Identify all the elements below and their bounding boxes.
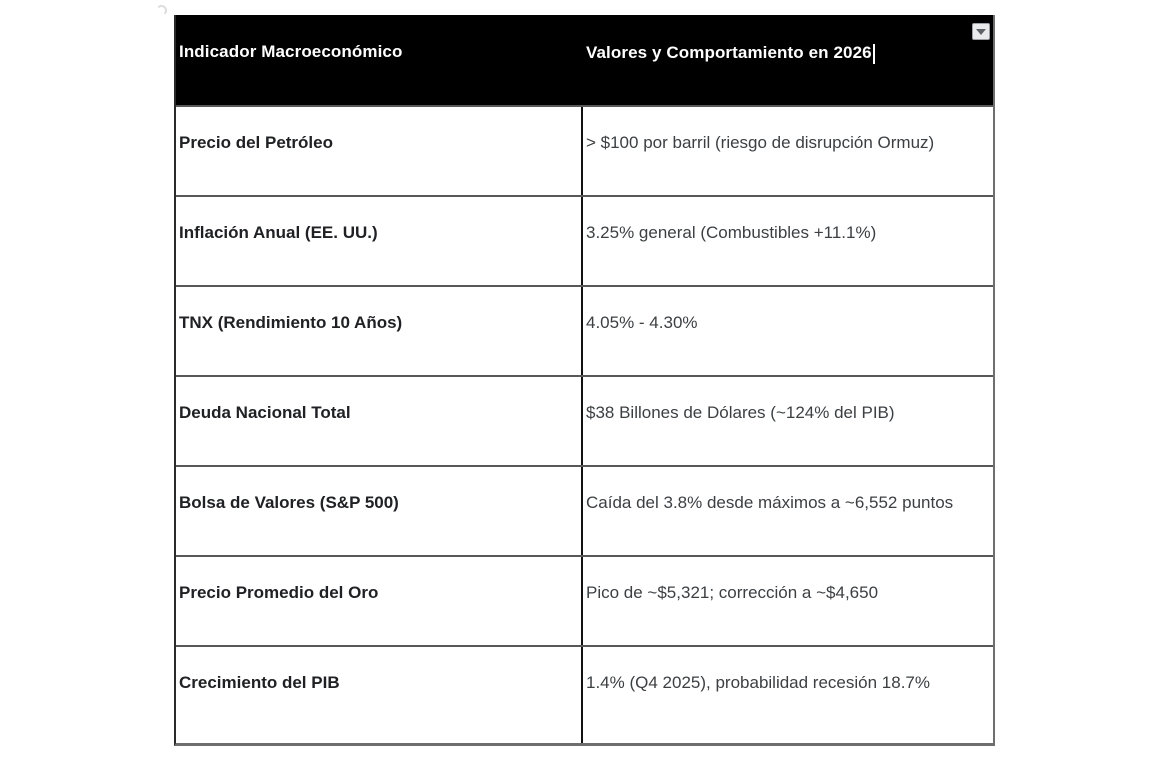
value-text: $38 Billones de Dólares (~124% del PIB): [586, 403, 895, 422]
table-header-row: Indicador Macroeconómico Valores y Compo…: [176, 15, 993, 105]
cell-indicator[interactable]: Precio del Petróleo: [176, 107, 583, 195]
indicator-text: Inflación Anual (EE. UU.): [179, 223, 378, 242]
cell-value[interactable]: 4.05% - 4.30%: [583, 287, 993, 375]
macro-indicators-table: Indicador Macroeconómico Valores y Compo…: [174, 15, 995, 746]
text-caret: [872, 44, 875, 64]
cell-value[interactable]: Pico de ~$5,321; corrección a ~$4,650: [583, 557, 993, 645]
indicator-text: Precio del Petróleo: [179, 133, 333, 152]
cell-value[interactable]: Caída del 3.8% desde máximos a ~6,552 pu…: [583, 467, 993, 555]
value-text: 4.05% - 4.30%: [586, 313, 698, 332]
table-row: Deuda Nacional Total $38 Billones de Dól…: [176, 375, 993, 465]
header-cell-indicator[interactable]: Indicador Macroeconómico: [176, 15, 583, 105]
value-text: 1.4% (Q4 2025), probabilidad recesión 18…: [586, 673, 930, 692]
table-row: Bolsa de Valores (S&P 500) Caída del 3.8…: [176, 465, 993, 555]
cell-value[interactable]: 3.25% general (Combustibles +11.1%): [583, 197, 993, 285]
indicator-text: Deuda Nacional Total: [179, 403, 351, 422]
cell-indicator[interactable]: Crecimiento del PIB: [176, 647, 583, 743]
value-text: Caída del 3.8% desde máximos a ~6,552 pu…: [586, 493, 954, 512]
cell-indicator[interactable]: TNX (Rendimiento 10 Años): [176, 287, 583, 375]
cell-value[interactable]: $38 Billones de Dólares (~124% del PIB): [583, 377, 993, 465]
table-dropdown-button[interactable]: [972, 23, 990, 40]
chevron-down-icon: [976, 28, 986, 35]
cell-indicator[interactable]: Bolsa de Valores (S&P 500): [176, 467, 583, 555]
indicator-text: Bolsa de Valores (S&P 500): [179, 493, 399, 512]
value-text: > $100 por barril (riesgo de disrupción …: [586, 133, 935, 152]
indicator-text: TNX (Rendimiento 10 Años): [179, 313, 403, 332]
header-label: Indicador Macroeconómico: [179, 42, 403, 61]
table-row: TNX (Rendimiento 10 Años) 4.05% - 4.30%: [176, 285, 993, 375]
header-label: Valores y Comportamiento en 2026: [586, 43, 872, 62]
cell-indicator[interactable]: Deuda Nacional Total: [176, 377, 583, 465]
indicator-text: Precio Promedio del Oro: [179, 583, 379, 602]
table-row: Inflación Anual (EE. UU.) 3.25% general …: [176, 195, 993, 285]
cell-indicator[interactable]: Precio Promedio del Oro: [176, 557, 583, 645]
value-text: 3.25% general (Combustibles +11.1%): [586, 223, 877, 242]
cursor-artifact: [156, 5, 167, 16]
header-cell-values[interactable]: Valores y Comportamiento en 2026: [583, 15, 993, 105]
value-text: Pico de ~$5,321; corrección a ~$4,650: [586, 583, 879, 602]
indicator-text: Crecimiento del PIB: [179, 673, 340, 692]
table-row: Precio Promedio del Oro Pico de ~$5,321;…: [176, 555, 993, 645]
table-row: Crecimiento del PIB 1.4% (Q4 2025), prob…: [176, 645, 993, 743]
cell-indicator[interactable]: Inflación Anual (EE. UU.): [176, 197, 583, 285]
table-row: Precio del Petróleo > $100 por barril (r…: [176, 105, 993, 195]
cell-value[interactable]: 1.4% (Q4 2025), probabilidad recesión 18…: [583, 647, 993, 743]
cell-value[interactable]: > $100 por barril (riesgo de disrupción …: [583, 107, 993, 195]
